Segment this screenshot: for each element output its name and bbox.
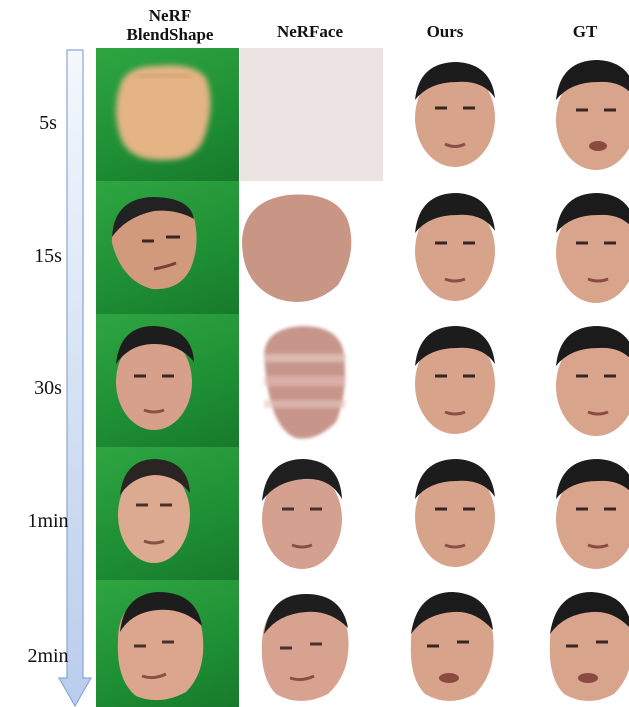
image-nerface-2min: [240, 580, 383, 707]
image-nerf-blendshape-1min: [96, 447, 239, 580]
column-header-line: BlendShape: [126, 25, 214, 44]
row-label-1min: 1min: [27, 510, 69, 532]
image-gt-30s: [526, 314, 629, 447]
image-nerface-5s: [240, 48, 383, 181]
image-nerf-blendshape-30s: [96, 314, 239, 447]
column-header-line: NeRF: [148, 6, 192, 25]
column-header-nerface: NeRFace: [240, 22, 380, 41]
row-label-2min: 2min: [27, 645, 69, 667]
image-nerf-blendshape-2min: [96, 580, 239, 707]
column-header-ours: Ours: [375, 22, 515, 41]
column-header-nerf-blendshape: NeRF BlendShape: [100, 6, 240, 44]
image-ours-5s: [383, 48, 526, 181]
column-header-line: Ours: [426, 22, 464, 41]
image-nerface-1min: [240, 447, 383, 580]
image-ours-2min: [383, 580, 526, 707]
image-nerface-15s: [240, 181, 383, 314]
image-gt-15s: [526, 181, 629, 314]
column-header-line: NeRFace: [276, 22, 344, 41]
image-gt-1min: [526, 447, 629, 580]
image-gt-2min: [526, 580, 629, 707]
column-header-line: GT: [572, 22, 598, 41]
image-ours-1min: [383, 447, 526, 580]
image-gt-5s: [526, 48, 629, 181]
image-nerf-blendshape-15s: [96, 181, 239, 314]
image-ours-15s: [383, 181, 526, 314]
row-label-30s: 30s: [34, 377, 62, 399]
time-arrow-icon: [57, 49, 93, 707]
image-nerface-30s: [240, 314, 383, 447]
column-header-gt: GT: [515, 22, 629, 41]
image-ours-30s: [383, 314, 526, 447]
image-nerf-blendshape-5s: [96, 48, 239, 181]
row-label-15s: 15s: [34, 245, 62, 267]
row-label-5s: 5s: [39, 112, 57, 134]
